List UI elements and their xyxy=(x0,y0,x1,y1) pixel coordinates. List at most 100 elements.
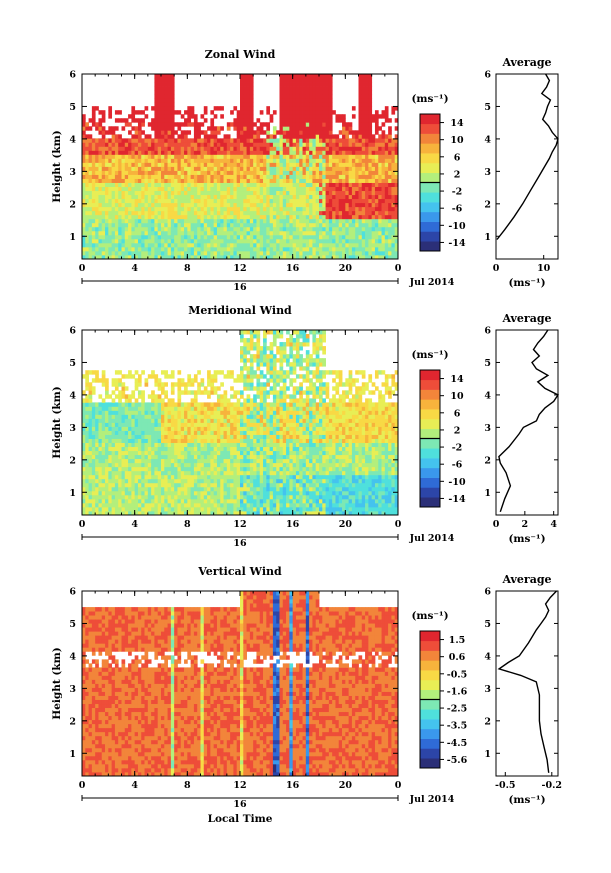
heatmap-cell xyxy=(282,242,287,248)
heatmap-cell xyxy=(170,410,175,415)
heatmap-cell xyxy=(170,74,175,79)
heatmap-cell xyxy=(302,146,307,151)
heatmap-cell xyxy=(131,190,136,196)
heatmap-cell xyxy=(256,210,261,216)
heatmap-cell xyxy=(167,130,172,135)
heatmap-cell xyxy=(141,214,145,220)
heatmap-cell xyxy=(180,142,185,147)
heatmap-cell xyxy=(200,410,205,415)
heatmap-cell xyxy=(374,174,379,179)
heatmap-cell xyxy=(233,174,238,179)
heatmap-cell xyxy=(216,150,221,155)
heatmap-cell xyxy=(164,78,168,83)
heatmap-cell xyxy=(91,198,96,204)
heatmap-cell xyxy=(91,442,96,448)
heatmap-cell xyxy=(197,478,201,484)
heatmap-cell xyxy=(190,506,195,512)
heatmap-cell xyxy=(144,190,149,196)
heatmap-cell xyxy=(276,150,280,155)
colorbar-unit: (ms⁻¹) xyxy=(411,93,448,105)
heatmap-cell xyxy=(391,238,396,244)
heatmap-cell xyxy=(292,226,297,232)
heatmap-cell xyxy=(124,214,129,220)
heatmap-cell xyxy=(147,122,152,127)
heatmap-cell xyxy=(319,166,323,171)
heatmap-cell xyxy=(154,406,159,411)
heatmap-cell xyxy=(358,206,363,212)
heatmap-cell xyxy=(328,170,333,175)
heatmap-cell xyxy=(249,194,254,200)
heatmap-cell xyxy=(374,198,379,204)
heatmap-cell xyxy=(259,174,264,179)
heatmap-cell xyxy=(131,114,136,119)
heatmap-cell xyxy=(279,250,284,256)
heatmap-cell xyxy=(105,234,109,240)
heatmap-cell xyxy=(101,174,106,179)
heatmap-cell xyxy=(365,158,369,163)
heatmap-cell xyxy=(180,238,185,244)
heatmap-cell xyxy=(105,470,109,476)
heatmap-cell xyxy=(180,446,185,452)
heatmap-cell xyxy=(141,130,145,135)
heatmap-cell xyxy=(279,150,284,155)
heatmap-cell xyxy=(101,410,106,415)
heatmap-cell xyxy=(114,246,119,252)
heatmap-cell xyxy=(157,422,162,427)
heatmap-cell xyxy=(338,170,343,175)
heatmap-cell xyxy=(243,174,247,179)
heatmap-cell xyxy=(246,250,251,256)
heatmap-cell xyxy=(368,130,373,135)
heatmap-cell xyxy=(246,138,251,143)
heatmap-cell xyxy=(170,398,175,403)
heatmap-cell xyxy=(137,122,142,127)
heatmap-cell xyxy=(101,198,106,204)
heatmap-cell xyxy=(111,502,116,508)
heatmap-cell xyxy=(154,174,159,179)
heatmap-cell xyxy=(154,118,159,123)
heatmap-cell xyxy=(101,234,106,240)
heatmap-cell xyxy=(325,134,330,139)
heatmap-cell xyxy=(144,142,149,147)
heatmap-cell xyxy=(154,210,159,216)
heatmap-cell xyxy=(200,458,205,464)
heatmap-cell xyxy=(259,166,264,171)
heatmap-cell xyxy=(144,422,149,427)
heatmap-cell xyxy=(312,170,317,175)
heatmap-cell xyxy=(121,482,126,488)
heatmap-cell xyxy=(325,142,330,147)
heatmap-cell xyxy=(190,158,195,163)
heatmap-cell xyxy=(292,230,297,236)
heatmap-cell xyxy=(193,210,198,216)
heatmap-cell xyxy=(315,98,320,103)
heatmap-cell xyxy=(177,218,182,224)
heatmap-cell xyxy=(220,230,224,236)
heatmap-cell xyxy=(365,114,369,119)
heatmap-cell xyxy=(325,158,330,163)
heatmap-cell xyxy=(358,86,363,91)
heatmap-cell xyxy=(98,110,103,115)
heatmap-cell xyxy=(207,174,211,179)
heatmap-cell xyxy=(322,174,326,179)
heatmap-cell xyxy=(105,226,109,232)
heatmap-cell xyxy=(85,446,89,452)
heatmap-cell xyxy=(388,254,392,260)
heatmap-cell xyxy=(95,414,99,419)
heatmap-cell xyxy=(249,114,254,119)
heatmap-cell xyxy=(91,498,96,504)
heatmap-cell xyxy=(161,386,165,391)
heatmap-cell xyxy=(187,462,192,468)
heatmap-cell xyxy=(322,158,326,163)
heatmap-cell xyxy=(289,242,294,248)
heatmap-cell xyxy=(121,198,126,204)
heatmap-cell xyxy=(101,434,106,439)
heatmap-cell xyxy=(128,238,132,244)
heatmap-cell xyxy=(292,178,297,183)
heatmap-cell xyxy=(157,158,162,163)
heatmap-cell xyxy=(144,462,149,468)
heatmap-cell xyxy=(279,74,284,79)
heatmap-cell xyxy=(91,410,96,415)
heatmap-cell xyxy=(151,194,155,200)
heatmap-cell xyxy=(289,162,294,167)
heatmap-cell xyxy=(144,414,149,419)
heatmap-cell xyxy=(177,126,182,131)
